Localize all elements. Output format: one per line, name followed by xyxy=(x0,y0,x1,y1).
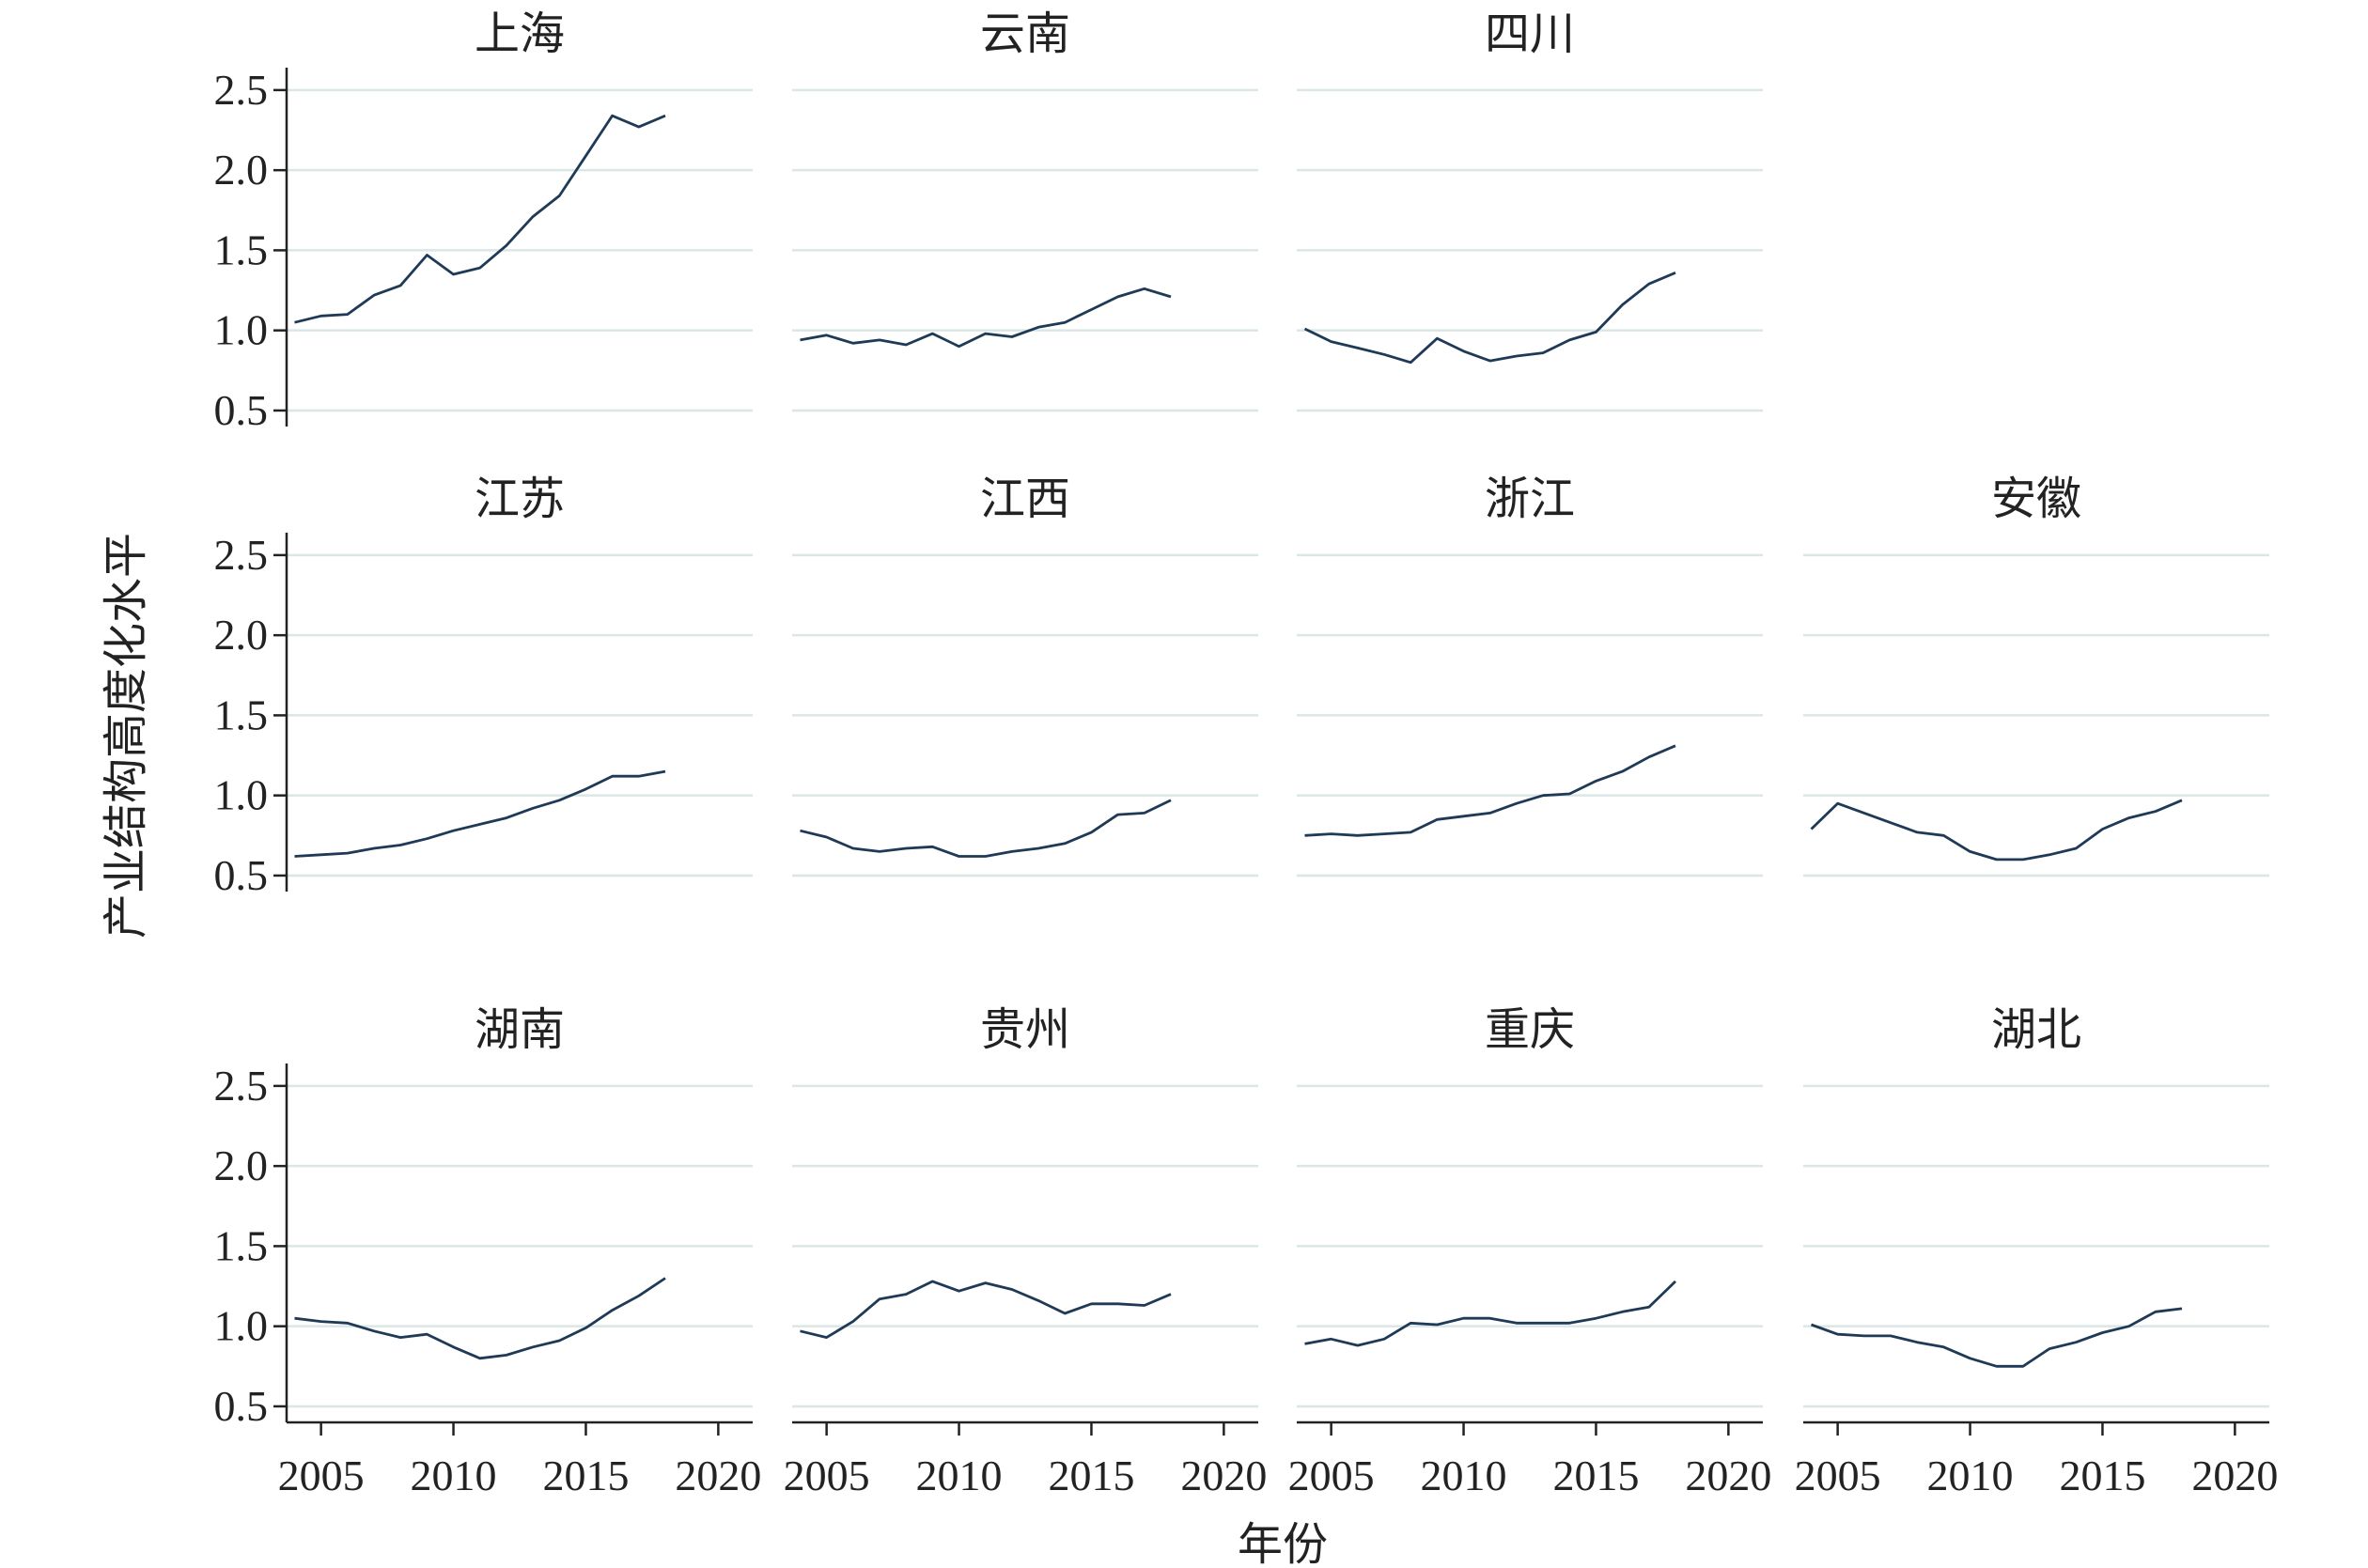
x-tick-label: 2020 xyxy=(675,1452,761,1499)
panel-1: 云南 xyxy=(792,8,1258,412)
panel-title: 贵州 xyxy=(980,1003,1070,1056)
y-axis-title: 产业结构高度化水平 xyxy=(100,533,152,939)
x-tick-label: 2020 xyxy=(1685,1452,1771,1499)
panel-title: 重庆 xyxy=(1485,1003,1575,1056)
panel-10: 湖北 2005 2010 2015 2020 xyxy=(1795,1003,2279,1499)
panel-5: 浙江 xyxy=(1297,473,1763,877)
y-tick-label: 2.0 xyxy=(214,146,269,194)
panel-3: 江苏 0.5 1.0 1.5 2.0 2.5 xyxy=(214,473,753,899)
x-tick-label: 2015 xyxy=(542,1452,629,1499)
panel-2: 四川 xyxy=(1297,8,1763,412)
x-axis-title: 年份 xyxy=(1238,1518,1328,1568)
panel-8: 贵州 2005 2010 2015 2020 xyxy=(784,1003,1268,1499)
series-line xyxy=(800,1280,1172,1339)
x-tick-label: 2005 xyxy=(278,1452,365,1499)
y-tick-label: 1.0 xyxy=(214,771,269,819)
series-line xyxy=(294,114,666,324)
panel-7: 湖南 0.5 1.0 1.5 2.0 2.5 2005 2010 2015 2020 xyxy=(214,1003,762,1499)
panel-title: 江苏 xyxy=(475,473,565,525)
panel-title: 云南 xyxy=(980,8,1070,60)
series-line xyxy=(1811,1307,2183,1368)
panel-title: 江西 xyxy=(980,473,1070,525)
x-tick-label: 2015 xyxy=(2059,1452,2145,1499)
y-tick-label: 1.0 xyxy=(214,1302,269,1350)
x-tick-label: 2005 xyxy=(784,1452,870,1499)
series-line xyxy=(800,799,1172,858)
y-tick-label: 2.0 xyxy=(214,1141,269,1189)
y-tick-label: 2.5 xyxy=(214,531,269,579)
y-tick-label: 1.5 xyxy=(214,691,269,738)
y-tick-label: 1.5 xyxy=(214,225,269,273)
panel-title: 湖北 xyxy=(1991,1003,2081,1056)
panel-0: 上海 0.5 1.0 1.5 2.0 2.5 xyxy=(214,8,753,434)
x-tick-label: 2005 xyxy=(1795,1452,1881,1499)
panel-9: 重庆 2005 2010 2015 2020 xyxy=(1288,1003,1772,1499)
x-tick-label: 2020 xyxy=(1180,1452,1267,1499)
panel-title: 上海 xyxy=(475,8,565,60)
y-tick-label: 2.5 xyxy=(214,66,269,114)
x-tick-label: 2005 xyxy=(1288,1452,1375,1499)
panel-4: 江西 xyxy=(792,473,1258,877)
series-line xyxy=(1810,799,2183,862)
panel-title: 四川 xyxy=(1485,8,1575,60)
series-line xyxy=(294,769,666,858)
y-tick-label: 2.5 xyxy=(214,1062,269,1110)
series-line xyxy=(294,1277,666,1360)
x-tick-label: 2020 xyxy=(2191,1452,2278,1499)
x-tick-label: 2010 xyxy=(1421,1452,1507,1499)
panel-title: 湖南 xyxy=(475,1003,565,1056)
y-tick-label: 0.5 xyxy=(214,851,269,899)
x-tick-label: 2015 xyxy=(1048,1452,1134,1499)
panel-6: 安徽 xyxy=(1803,473,2269,877)
x-tick-label: 2010 xyxy=(1927,1452,2014,1499)
x-tick-label: 2015 xyxy=(1552,1452,1639,1499)
y-tick-label: 1.5 xyxy=(214,1221,269,1269)
series-line xyxy=(1303,272,1676,365)
series-line xyxy=(800,287,1172,349)
series-line xyxy=(1304,744,1676,837)
y-tick-label: 1.0 xyxy=(214,306,269,354)
panel-title: 浙江 xyxy=(1485,473,1575,525)
y-tick-label: 0.5 xyxy=(214,386,269,434)
y-tick-label: 0.5 xyxy=(214,1382,269,1430)
y-tick-label: 2.0 xyxy=(214,611,269,659)
panel-title: 安徽 xyxy=(1991,473,2081,525)
series-line xyxy=(1304,1280,1676,1347)
x-tick-label: 2010 xyxy=(916,1452,1003,1499)
x-tick-label: 2010 xyxy=(411,1452,497,1499)
